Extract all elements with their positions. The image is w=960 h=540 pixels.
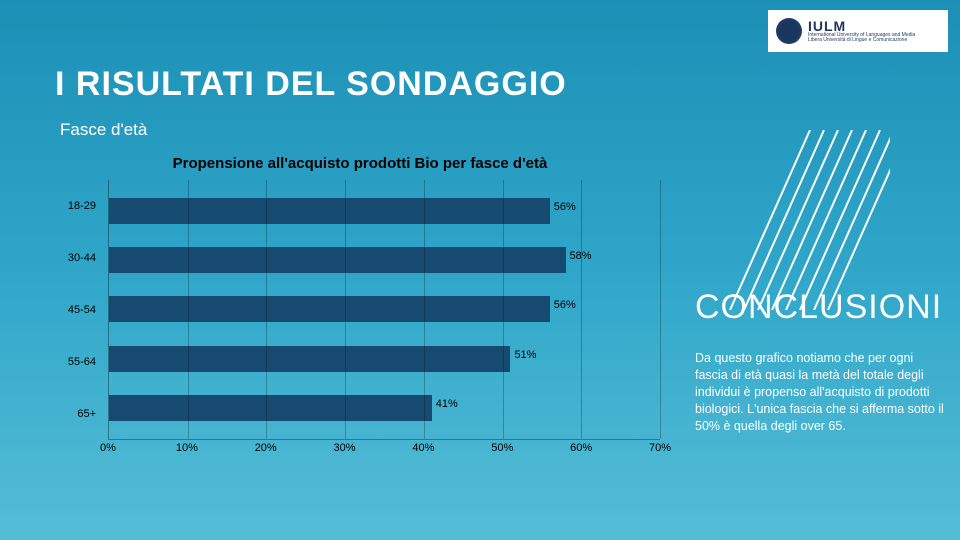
bar: [109, 198, 550, 224]
bars-container: 56% 58% 56% 51% 41%: [109, 180, 660, 439]
page-subtitle: Fasce d'età: [60, 120, 147, 140]
bar-value-label: 51%: [514, 349, 536, 361]
logo-main: IULM: [808, 19, 915, 33]
logo-text: IULM International University of Languag…: [808, 19, 915, 43]
chart-plot-wrap: 18-2930-4445-5455-6465+ 56%58%56%51%41% …: [60, 180, 660, 460]
gridline: [660, 180, 661, 439]
gridline: [503, 180, 504, 439]
x-tick-label: 50%: [491, 442, 513, 454]
y-category-label: 55-64: [60, 356, 102, 368]
gridline: [581, 180, 582, 439]
bar-row: 58%: [109, 244, 660, 276]
page-title: I RISULTATI DEL SONDAGGIO: [55, 65, 567, 104]
y-category-label: 30-44: [60, 252, 102, 264]
logo-sub-2: Libera Università di Lingue e Comunicazi…: [808, 38, 915, 43]
x-tick-label: 60%: [570, 442, 592, 454]
logo-seal-icon: [776, 18, 802, 44]
y-category-label: 18-29: [60, 200, 102, 212]
y-category-label: 45-54: [60, 304, 102, 316]
x-tick-label: 70%: [649, 442, 671, 454]
bar-row: 56%: [109, 195, 660, 227]
brand-logo: IULM International University of Languag…: [768, 10, 948, 52]
y-axis-labels: 18-29 30-44 45-54 55-64 65+: [60, 180, 102, 440]
bar-chart: Propensione all'acquisto prodotti Bio pe…: [60, 155, 660, 485]
x-tick-label: 10%: [176, 442, 198, 454]
x-tick-label: 0%: [100, 442, 116, 454]
bar-row: 51%: [109, 343, 660, 375]
diagonal-stripes-icon: [690, 130, 890, 310]
chart-title: Propensione all'acquisto prodotti Bio pe…: [60, 155, 660, 172]
conclusion-body: Da questo grafico notiamo che per ogni f…: [695, 350, 945, 434]
bar-value-label: 56%: [554, 201, 576, 213]
bar: [109, 247, 566, 273]
gridline: [345, 180, 346, 439]
bar-value-label: 56%: [554, 299, 576, 311]
x-tick-label: 20%: [255, 442, 277, 454]
bar: [109, 395, 432, 421]
bar: [109, 296, 550, 322]
x-tick-label: 40%: [412, 442, 434, 454]
slide: IULM International University of Languag…: [0, 0, 960, 540]
y-category-label: 65+: [60, 408, 102, 420]
x-tick-label: 30%: [334, 442, 356, 454]
gridline: [188, 180, 189, 439]
x-axis-labels: 0%10%20%30%40%50%60%70%: [108, 442, 660, 460]
gridline: [424, 180, 425, 439]
chart-plot: 56% 58% 56% 51% 41%: [108, 180, 660, 440]
conclusion-heading: CONCLUSIONI: [695, 288, 942, 327]
bar-row: 56%: [109, 293, 660, 325]
gridline: [266, 180, 267, 439]
bar-value-label: 41%: [436, 398, 458, 410]
bar-row: 41%: [109, 392, 660, 424]
bar: [109, 346, 510, 372]
